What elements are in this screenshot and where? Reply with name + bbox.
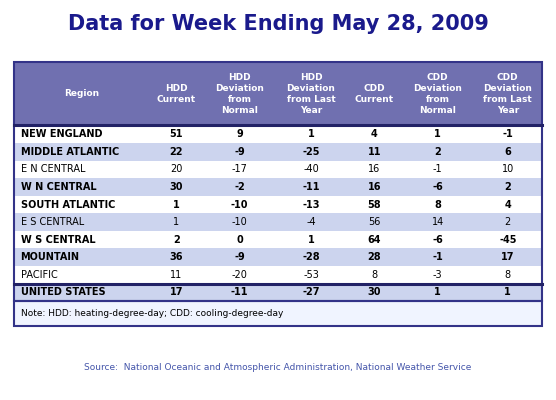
Bar <box>14 213 542 231</box>
Text: -28: -28 <box>302 252 320 262</box>
Text: 1: 1 <box>434 288 441 298</box>
Text: -2: -2 <box>234 182 245 192</box>
Text: MOUNTAIN: MOUNTAIN <box>21 252 80 262</box>
Text: Note: HDD: heating-degree-day; CDD: cooling-degree-day: Note: HDD: heating-degree-day; CDD: cool… <box>21 309 283 318</box>
Text: -45: -45 <box>499 235 517 245</box>
Text: 22: 22 <box>170 147 183 157</box>
Text: 11: 11 <box>170 270 182 280</box>
Text: CDD
Current: CDD Current <box>355 84 394 104</box>
Text: -3: -3 <box>433 270 443 280</box>
Text: 8: 8 <box>505 270 511 280</box>
Text: W N CENTRAL: W N CENTRAL <box>21 182 96 192</box>
Bar <box>14 160 542 178</box>
Text: 8: 8 <box>371 270 378 280</box>
Text: 2: 2 <box>434 147 441 157</box>
Text: -27: -27 <box>302 288 320 298</box>
Text: 17: 17 <box>501 252 514 262</box>
Text: -1: -1 <box>433 164 443 174</box>
Text: 1: 1 <box>307 129 314 139</box>
Text: E N CENTRAL: E N CENTRAL <box>21 164 85 174</box>
Text: 0: 0 <box>236 235 243 245</box>
Text: E S CENTRAL: E S CENTRAL <box>21 217 84 227</box>
Text: HDD
Current: HDD Current <box>157 84 196 104</box>
Bar <box>14 301 542 326</box>
Bar <box>14 196 542 213</box>
Text: -6: -6 <box>433 182 443 192</box>
Text: -53: -53 <box>303 270 319 280</box>
Text: 6: 6 <box>504 147 511 157</box>
Text: CDD
Deviation
from Last
Year: CDD Deviation from Last Year <box>483 72 532 115</box>
Text: 30: 30 <box>368 288 381 298</box>
Text: 2: 2 <box>504 182 511 192</box>
Bar <box>14 62 542 125</box>
Text: 36: 36 <box>170 252 183 262</box>
Text: MIDDLE ATLANTIC: MIDDLE ATLANTIC <box>21 147 119 157</box>
Text: 8: 8 <box>434 200 441 210</box>
Text: Region: Region <box>64 89 99 98</box>
Text: 9: 9 <box>236 129 243 139</box>
Text: -4: -4 <box>306 217 316 227</box>
Text: 1: 1 <box>173 200 180 210</box>
Text: 1: 1 <box>504 288 511 298</box>
Text: 2: 2 <box>173 235 180 245</box>
Text: UNITED STATES: UNITED STATES <box>21 288 105 298</box>
Text: -1: -1 <box>433 252 443 262</box>
Text: -13: -13 <box>302 200 320 210</box>
Text: -10: -10 <box>231 200 249 210</box>
Text: -20: -20 <box>232 270 247 280</box>
Text: 10: 10 <box>502 164 514 174</box>
Bar <box>14 231 542 248</box>
Text: 64: 64 <box>368 235 381 245</box>
Text: 28: 28 <box>368 252 381 262</box>
Text: Data for Week Ending May 28, 2009: Data for Week Ending May 28, 2009 <box>68 14 488 34</box>
Text: -11: -11 <box>302 182 320 192</box>
Text: HDD
Deviation
from
Normal: HDD Deviation from Normal <box>215 72 264 115</box>
Text: -9: -9 <box>234 147 245 157</box>
Text: 11: 11 <box>368 147 381 157</box>
Text: 4: 4 <box>504 200 511 210</box>
Text: SOUTH ATLANTIC: SOUTH ATLANTIC <box>21 200 115 210</box>
Text: -9: -9 <box>234 252 245 262</box>
Bar <box>14 125 542 143</box>
Text: 16: 16 <box>368 164 380 174</box>
Bar <box>14 143 542 160</box>
Text: 1: 1 <box>307 235 314 245</box>
Text: 20: 20 <box>170 164 182 174</box>
Text: 56: 56 <box>368 217 381 227</box>
Text: 51: 51 <box>170 129 183 139</box>
Text: W S CENTRAL: W S CENTRAL <box>21 235 95 245</box>
Bar <box>14 62 542 301</box>
Text: Source:  National Oceanic and Atmospheric Administration, National Weather Servi: Source: National Oceanic and Atmospheric… <box>85 364 471 372</box>
Text: -1: -1 <box>503 129 513 139</box>
Text: 30: 30 <box>170 182 183 192</box>
Text: -40: -40 <box>303 164 319 174</box>
Text: 4: 4 <box>371 129 378 139</box>
Text: 1: 1 <box>434 129 441 139</box>
Text: HDD
Deviation
from Last
Year: HDD Deviation from Last Year <box>286 72 335 115</box>
Text: 2: 2 <box>505 217 511 227</box>
Bar <box>14 248 542 266</box>
Bar <box>14 284 542 301</box>
Text: 58: 58 <box>368 200 381 210</box>
Text: NEW ENGLAND: NEW ENGLAND <box>21 129 102 139</box>
Text: -11: -11 <box>231 288 249 298</box>
Bar <box>14 266 542 284</box>
Text: -17: -17 <box>232 164 247 174</box>
Text: -25: -25 <box>302 147 320 157</box>
Text: CDD
Deviation
from
Normal: CDD Deviation from Normal <box>413 72 462 115</box>
Bar <box>14 178 542 196</box>
Text: -6: -6 <box>433 235 443 245</box>
Text: 17: 17 <box>170 288 183 298</box>
Text: 14: 14 <box>431 217 444 227</box>
Text: 1: 1 <box>173 217 180 227</box>
Text: PACIFIC: PACIFIC <box>21 270 57 280</box>
Text: -10: -10 <box>232 217 247 227</box>
Text: 16: 16 <box>368 182 381 192</box>
